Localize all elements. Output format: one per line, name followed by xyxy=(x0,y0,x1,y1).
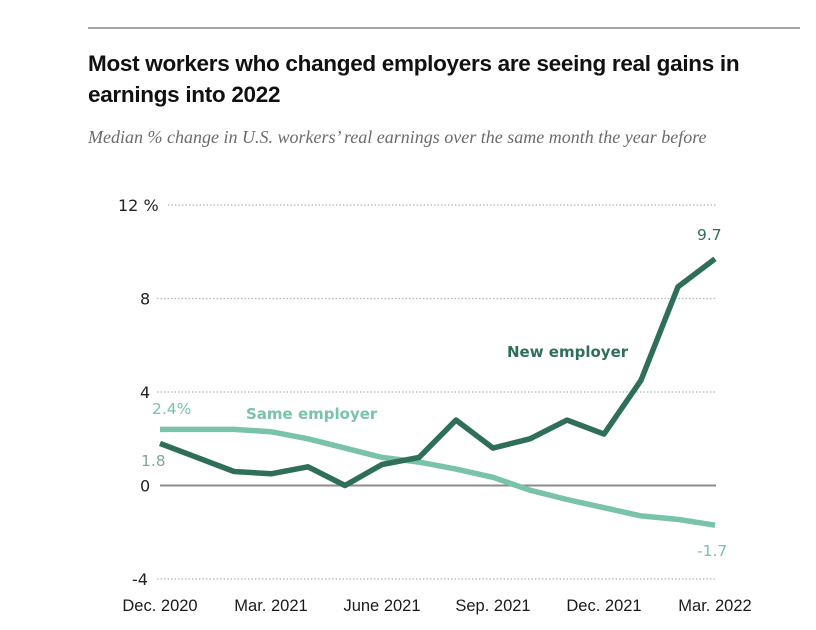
new-employer-end-value: 9.7 xyxy=(697,226,722,244)
x-tick-label: Mar. 2022 xyxy=(678,597,751,615)
chart-title: Most workers who changed employers are s… xyxy=(88,51,740,107)
same-employer-label: Same employer xyxy=(246,405,378,423)
x-tick-label: Dec. 2020 xyxy=(122,597,197,615)
y-tick-label: 8 xyxy=(140,290,150,309)
x-axis-ticks: Dec. 2020 Mar. 2021 June 2021 Sep. 2021 Dec.… xyxy=(122,597,751,615)
x-tick-label: June 2021 xyxy=(343,597,420,615)
gridlines xyxy=(157,204,716,580)
x-tick-label: Dec. 2021 xyxy=(566,597,641,615)
x-tick-label: Sep. 2021 xyxy=(455,597,530,615)
chart-subtitle: Median % change in U.S. workers’ real ea… xyxy=(88,127,707,147)
new-employer-start-value: 1.8 xyxy=(141,452,166,470)
y-tick-label: 12 % xyxy=(118,196,159,215)
new-employer-label: New employer xyxy=(507,343,629,361)
y-axis-ticks: -4 0 4 8 12 % xyxy=(118,196,159,589)
same-employer-start-value: 2.4% xyxy=(152,400,191,418)
y-tick-label: -4 xyxy=(132,570,148,589)
same-employer-end-value: -1.7 xyxy=(697,542,727,560)
annotations: New employer Same employer 2.4% 1.8 9.7 -1.7 xyxy=(141,226,727,560)
top-rule xyxy=(88,27,800,29)
new-employer-line xyxy=(159,256,717,489)
y-tick-label: 0 xyxy=(140,477,150,496)
x-tick-label: Mar. 2021 xyxy=(234,597,307,615)
series-lines xyxy=(159,256,717,528)
same-employer-line xyxy=(160,426,716,528)
y-tick-label: 4 xyxy=(140,383,150,402)
